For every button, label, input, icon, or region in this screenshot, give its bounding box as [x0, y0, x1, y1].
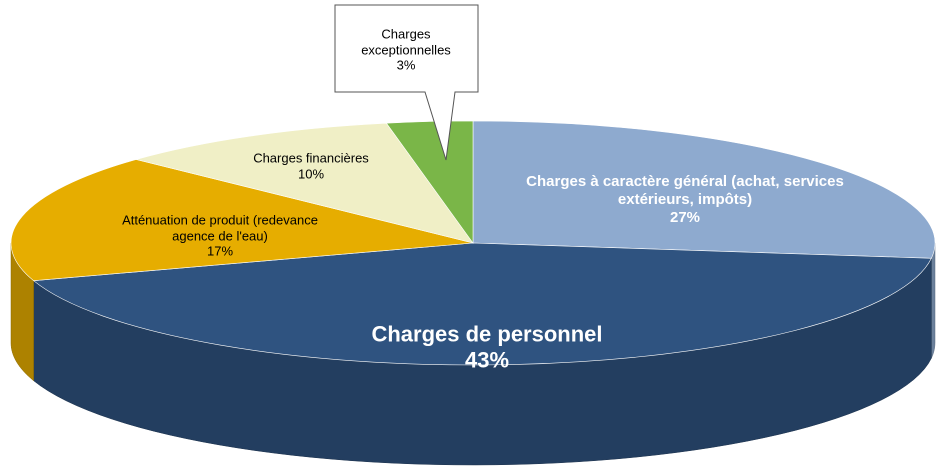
slice-label: Charges à caractère général (achat, serv… — [505, 173, 865, 227]
pie-slice — [135, 122, 474, 244]
pie-slice — [32, 242, 932, 366]
value-label: 17% — [206, 243, 234, 259]
value-label: 43% — [464, 348, 510, 373]
pie-slice — [385, 120, 474, 244]
slice-label: Atténuation de produit (redevance agence… — [100, 213, 340, 260]
slice-label: Charges financières 10% — [211, 150, 411, 181]
pie-side — [931, 242, 936, 359]
slice-label: Charges de personnel 43% — [327, 322, 647, 375]
pie-slice — [10, 159, 474, 282]
category-name: Charges de personnel — [371, 321, 603, 347]
value-label: 3% — [396, 57, 416, 73]
pie-slice — [472, 120, 936, 259]
category-name: Atténuation de produit (redevance agence… — [122, 212, 318, 244]
value-label: 10% — [297, 166, 325, 181]
category-name: Charges exceptionnelles — [361, 26, 451, 58]
callout-box — [334, 4, 479, 161]
category-name: Charges à caractère général (achat, serv… — [526, 173, 844, 208]
value-label: 27% — [669, 209, 701, 226]
slice-label: Charges exceptionnelles 3% — [336, 27, 476, 74]
category-name: Charges financières — [253, 150, 369, 166]
